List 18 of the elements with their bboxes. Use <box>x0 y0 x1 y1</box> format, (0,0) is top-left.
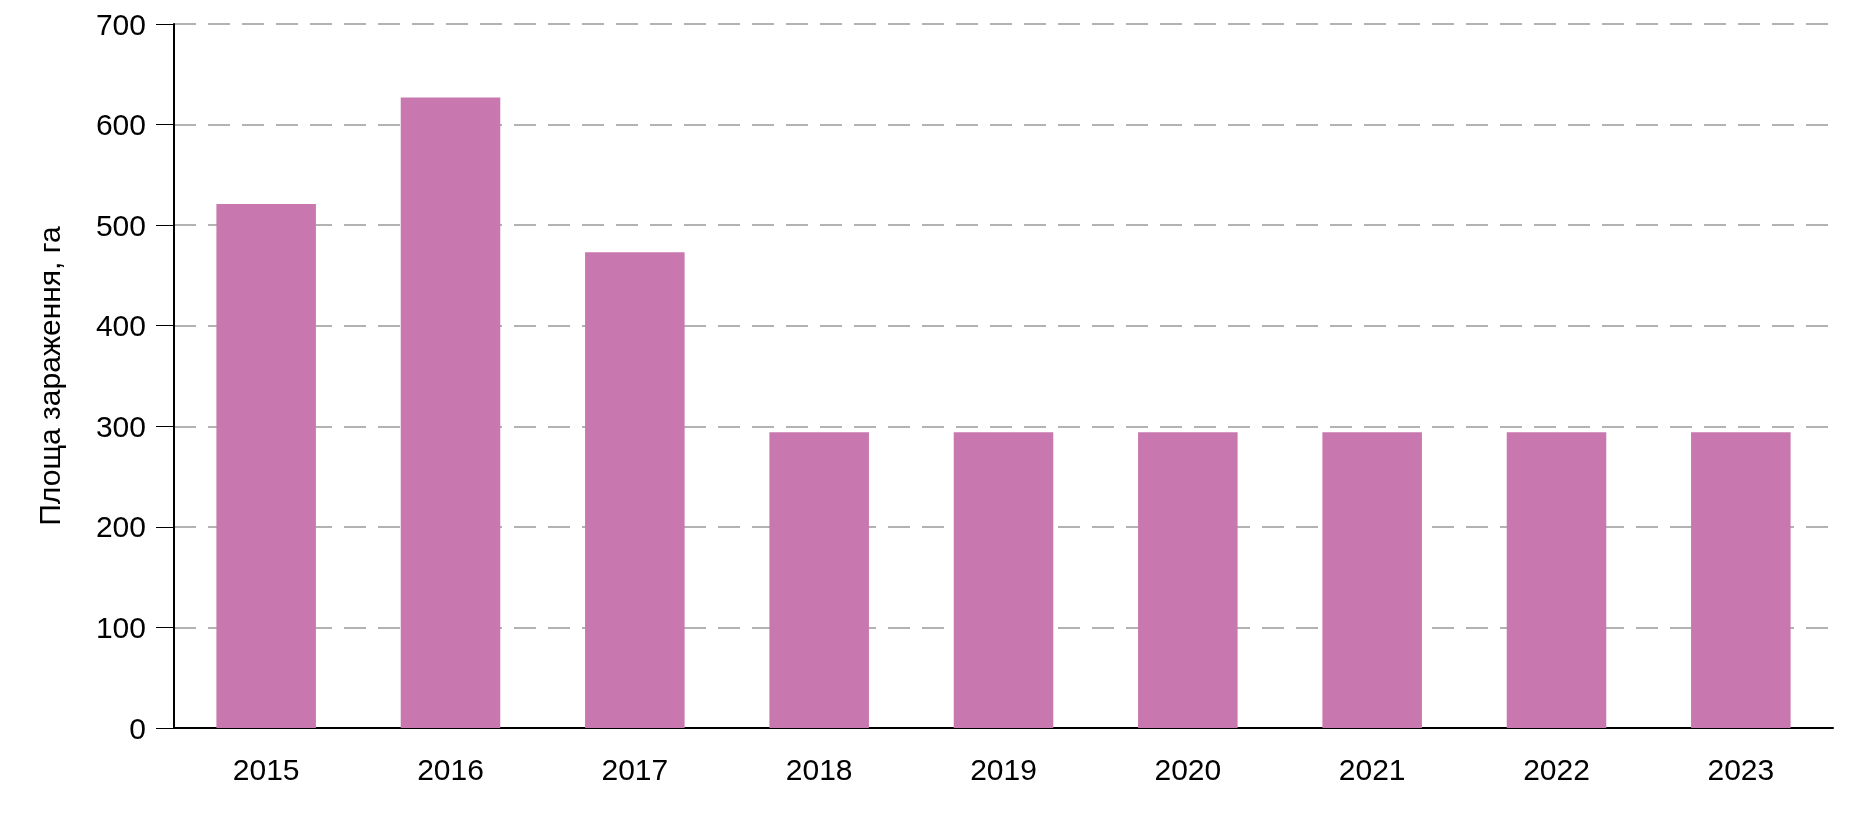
y-tick-label: 600 <box>95 108 146 142</box>
x-tick-label: 2022 <box>1523 752 1590 786</box>
y-tick-label: 400 <box>95 309 146 343</box>
y-tick-label: 500 <box>95 208 146 242</box>
x-tick-label: 2020 <box>1154 752 1222 786</box>
x-tick-label: 2016 <box>417 752 484 786</box>
y-axis-title: Площа зараження, га <box>32 226 66 526</box>
x-tick-label: 2019 <box>970 752 1037 786</box>
x-tick-label: 2023 <box>1707 752 1775 786</box>
y-tick-label: 200 <box>95 510 146 544</box>
y-tick-label: 0 <box>129 711 146 745</box>
y-tick-label: 100 <box>95 610 146 644</box>
y-tick-label: 300 <box>95 409 146 443</box>
x-tick-label: 2021 <box>1338 752 1406 786</box>
x-tick-label: 2018 <box>785 752 853 786</box>
x-tick-label: 2015 <box>232 752 300 786</box>
x-tick-label: 2017 <box>601 752 669 786</box>
y-tick-label: 700 <box>95 7 146 41</box>
